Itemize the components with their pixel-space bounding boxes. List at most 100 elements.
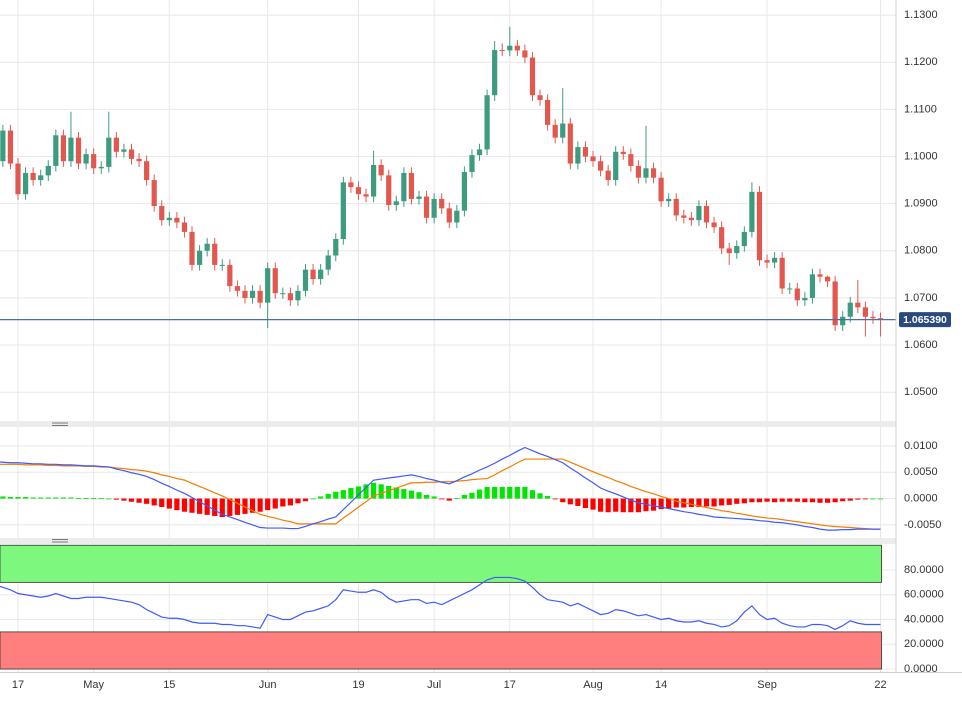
histogram-bar (484, 486, 490, 499)
candle-body (597, 161, 604, 171)
candle-body (196, 250, 203, 265)
candle-body (696, 205, 702, 221)
candle-body (363, 194, 369, 197)
histogram-bar (340, 490, 346, 499)
candle-body (83, 154, 89, 164)
candle-body (870, 316, 876, 319)
candle-body (613, 151, 619, 181)
candle-body (242, 290, 248, 298)
candle-body (378, 164, 384, 176)
y-tick-label: 1.0900 (904, 198, 938, 210)
histogram-bar (469, 492, 475, 499)
candle-body (582, 147, 589, 157)
indicator-line (0, 446, 881, 531)
histogram-bar (613, 498, 619, 512)
histogram-bar (196, 498, 203, 514)
candle-body (877, 318, 884, 320)
histogram-bar (181, 498, 188, 512)
histogram-bar (507, 486, 513, 499)
candle-body (469, 155, 475, 173)
histogram-bar (121, 498, 127, 501)
histogram-bar (461, 494, 467, 499)
histogram-bar (0, 496, 6, 499)
histogram-bar (499, 486, 505, 499)
histogram-bar (605, 498, 611, 513)
histogram-bar (45, 497, 51, 499)
histogram-bar (151, 498, 157, 506)
histogram-bar (824, 498, 831, 503)
candle-body (658, 177, 664, 202)
histogram-bar (476, 489, 483, 499)
y-tick-label: 1.0800 (904, 245, 938, 257)
histogram-bar (847, 498, 853, 501)
candle-body (333, 238, 339, 256)
candle-body (401, 172, 407, 202)
y-tick-label: 60.0000 (904, 589, 944, 601)
histogram-bar (832, 498, 838, 503)
candle-body (681, 215, 687, 218)
histogram-bar (711, 498, 717, 507)
histogram-bar (809, 498, 816, 503)
histogram-bar (280, 498, 286, 507)
histogram-bar (454, 498, 460, 499)
candle-body (113, 137, 119, 152)
histogram-bar (794, 498, 800, 502)
candle-body (635, 165, 642, 178)
histogram-bar (492, 486, 498, 499)
candle-body (159, 205, 165, 221)
candle-body (227, 264, 233, 287)
candle-body (802, 297, 808, 301)
histogram-bar (53, 497, 59, 499)
histogram-bar (635, 498, 642, 513)
histogram-bar (22, 496, 29, 499)
candle-body (461, 172, 467, 211)
candle-body (567, 123, 573, 164)
candle-body (666, 198, 672, 202)
candle-body (688, 217, 694, 221)
histogram-bar (60, 497, 66, 499)
histogram-bar (416, 492, 422, 499)
candle-body (98, 166, 104, 169)
histogram-bar (582, 498, 589, 509)
histogram-bar (68, 497, 74, 499)
histogram-bar (38, 497, 44, 499)
candle-body (779, 257, 785, 289)
candle-body (302, 269, 309, 291)
x-tick-label: 17 (504, 679, 516, 691)
histogram-bar (136, 498, 142, 503)
candle-body (386, 175, 392, 206)
histogram-bar (590, 498, 596, 510)
candle-body (711, 222, 717, 228)
candle-body (355, 187, 362, 195)
x-tick-label: Jul (427, 679, 441, 691)
y-tick-label: 1.0500 (904, 386, 938, 398)
candle-body (628, 154, 634, 166)
candle-body (719, 227, 725, 249)
histogram-bar (877, 498, 884, 500)
candle-body (446, 208, 452, 223)
histogram-bar (166, 498, 172, 509)
histogram-bar (272, 498, 278, 509)
histogram-bar (529, 490, 536, 499)
histogram-bar (227, 498, 233, 516)
candle-body (817, 274, 823, 277)
candle-body (280, 293, 286, 295)
x-tick-label: May (83, 679, 104, 691)
candle-body (22, 172, 29, 195)
y-tick-label: 80.0000 (904, 564, 944, 576)
candle-body (431, 198, 437, 218)
candle-body (219, 264, 225, 266)
candle-body (575, 147, 581, 164)
candle-body (106, 137, 112, 167)
candle-body (91, 154, 97, 169)
histogram-bar (363, 484, 369, 499)
candle-body (60, 135, 66, 162)
histogram-bar (91, 498, 97, 499)
histogram-bar (355, 486, 362, 499)
histogram-bar (310, 498, 316, 500)
y-tick-label: -0.0050 (904, 519, 941, 531)
histogram-bar (408, 490, 415, 499)
candle-body (590, 156, 596, 162)
